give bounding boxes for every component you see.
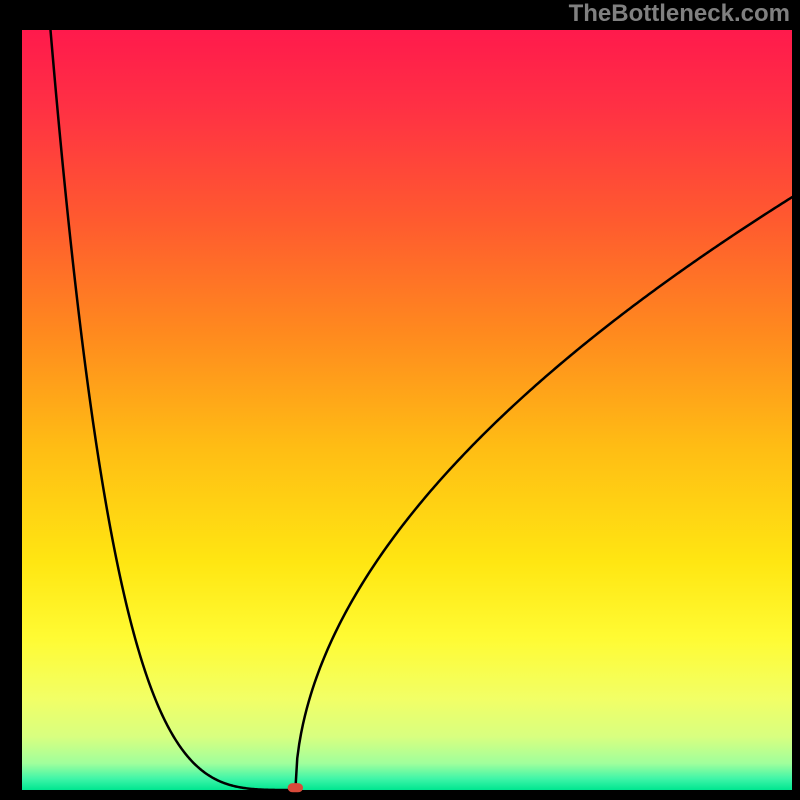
watermark-text: TheBottleneck.com	[569, 0, 790, 28]
plot-background	[22, 30, 792, 790]
chart-svg	[0, 0, 800, 800]
optimal-point-marker	[288, 783, 303, 792]
bottleneck-chart	[0, 0, 800, 800]
